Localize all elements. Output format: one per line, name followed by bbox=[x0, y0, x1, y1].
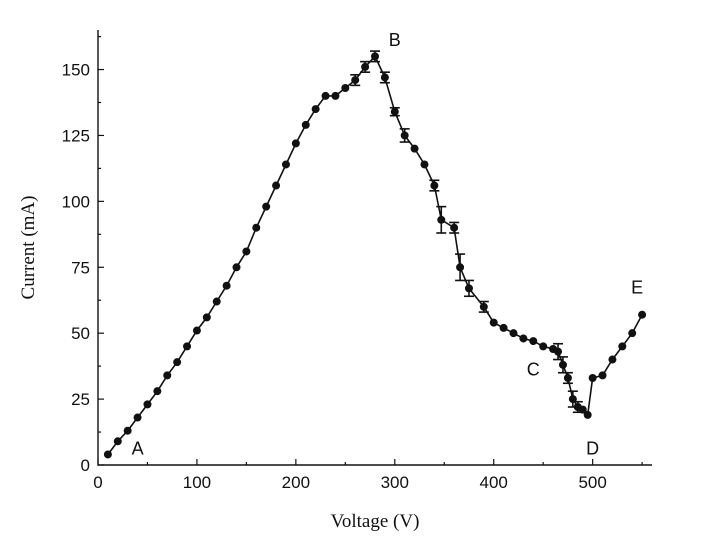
data-point bbox=[464, 284, 473, 293]
data-point bbox=[456, 263, 465, 272]
data-point bbox=[113, 437, 122, 446]
x-tick-label: 200 bbox=[282, 473, 310, 492]
data-point bbox=[192, 326, 201, 335]
data-point bbox=[608, 355, 617, 364]
y-tick-label: 0 bbox=[81, 456, 90, 475]
data-point bbox=[437, 215, 446, 224]
data-point bbox=[133, 413, 142, 422]
y-tick-label: 50 bbox=[71, 324, 90, 343]
x-tick-label: 100 bbox=[183, 473, 211, 492]
data-point bbox=[371, 52, 379, 61]
x-axis-title: Voltage (V) bbox=[331, 511, 420, 532]
y-axis-title: Current (mA) bbox=[18, 196, 39, 300]
data-point bbox=[361, 62, 370, 71]
data-point bbox=[539, 342, 548, 351]
data-point bbox=[262, 202, 271, 211]
data-point bbox=[301, 120, 310, 129]
data-point bbox=[272, 181, 281, 190]
annotation-b: B bbox=[389, 30, 401, 50]
data-series bbox=[103, 50, 647, 459]
data-point bbox=[578, 405, 587, 414]
y-tick-label: 25 bbox=[71, 390, 90, 409]
data-point bbox=[163, 371, 172, 380]
data-point bbox=[598, 371, 607, 380]
data-point bbox=[529, 337, 538, 346]
y-tick-label: 100 bbox=[62, 192, 90, 211]
data-point bbox=[563, 374, 572, 382]
data-point bbox=[183, 342, 192, 351]
data-point bbox=[479, 302, 488, 311]
data-point bbox=[390, 107, 399, 116]
data-point bbox=[558, 360, 567, 369]
data-point bbox=[173, 358, 182, 367]
data-point bbox=[153, 387, 162, 396]
y-tick-label: 150 bbox=[62, 61, 90, 80]
data-point bbox=[430, 181, 439, 190]
data-point bbox=[400, 131, 409, 140]
ticks: 0 100 200 300 400 500 0 25 50 75 100 125 150 bbox=[62, 35, 643, 492]
y-tick-label: 75 bbox=[71, 258, 90, 277]
axis-frame bbox=[97, 30, 652, 466]
data-point bbox=[450, 223, 459, 232]
annotation-e: E bbox=[631, 278, 643, 298]
annotation-c: C bbox=[527, 359, 540, 379]
data-point bbox=[232, 263, 241, 272]
data-point bbox=[311, 105, 320, 114]
data-point bbox=[291, 139, 300, 148]
data-point bbox=[252, 223, 261, 232]
data-point bbox=[212, 297, 221, 306]
annotation-a: A bbox=[132, 438, 144, 458]
data-point bbox=[420, 160, 429, 169]
data-point bbox=[489, 318, 498, 327]
data-point bbox=[588, 374, 597, 382]
data-point bbox=[519, 334, 528, 343]
data-point bbox=[242, 247, 251, 256]
data-point bbox=[351, 76, 360, 85]
data-point bbox=[281, 160, 290, 169]
data-point bbox=[202, 313, 211, 322]
data-point bbox=[628, 329, 637, 338]
data-point bbox=[583, 410, 592, 419]
series-line bbox=[107, 54, 643, 455]
data-point bbox=[499, 323, 508, 332]
data-point bbox=[103, 450, 112, 459]
annotation-d: D bbox=[586, 438, 599, 458]
x-tick-label: 500 bbox=[578, 473, 606, 492]
x-tick-label: 300 bbox=[381, 473, 409, 492]
data-point bbox=[618, 342, 627, 351]
data-point bbox=[638, 310, 647, 319]
x-tick-label: 400 bbox=[480, 473, 508, 492]
data-point bbox=[143, 400, 152, 409]
data-point bbox=[321, 91, 330, 100]
annotations: A B C D E bbox=[132, 30, 644, 459]
data-point bbox=[222, 281, 231, 290]
data-point bbox=[341, 84, 350, 92]
data-point bbox=[380, 73, 389, 82]
data-point bbox=[509, 329, 518, 338]
data-point bbox=[554, 347, 563, 356]
data-point bbox=[410, 144, 419, 153]
data-point bbox=[123, 426, 132, 435]
x-tick-label: 0 bbox=[93, 473, 102, 492]
data-point bbox=[331, 91, 340, 100]
axes bbox=[97, 30, 652, 466]
y-tick-label: 125 bbox=[62, 126, 90, 145]
